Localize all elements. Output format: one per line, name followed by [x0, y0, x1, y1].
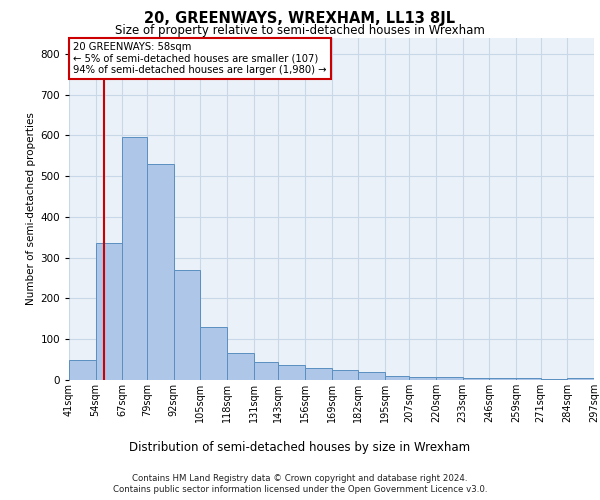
- Bar: [463, 378, 490, 380]
- Bar: [69, 360, 95, 380]
- Text: 20 GREENWAYS: 58sqm
← 5% of semi-detached houses are smaller (107)
94% of semi-d: 20 GREENWAYS: 58sqm ← 5% of semi-detache…: [73, 42, 326, 75]
- Bar: [358, 372, 385, 380]
- Text: Size of property relative to semi-detached houses in Wrexham: Size of property relative to semi-detach…: [115, 24, 485, 37]
- Bar: [331, 370, 358, 380]
- Bar: [173, 270, 200, 380]
- Bar: [409, 376, 436, 380]
- Bar: [200, 327, 227, 380]
- Bar: [305, 368, 331, 380]
- Bar: [147, 164, 173, 380]
- Bar: [122, 138, 147, 380]
- Bar: [568, 378, 594, 380]
- Bar: [436, 376, 463, 380]
- Text: 20, GREENWAYS, WREXHAM, LL13 8JL: 20, GREENWAYS, WREXHAM, LL13 8JL: [145, 11, 455, 26]
- Y-axis label: Number of semi-detached properties: Number of semi-detached properties: [26, 112, 36, 305]
- Text: Distribution of semi-detached houses by size in Wrexham: Distribution of semi-detached houses by …: [130, 441, 470, 454]
- Bar: [254, 362, 278, 380]
- Bar: [516, 378, 541, 380]
- Bar: [490, 378, 516, 380]
- Bar: [541, 379, 568, 380]
- Bar: [278, 364, 305, 380]
- Bar: [385, 376, 409, 380]
- Bar: [95, 244, 122, 380]
- Text: Contains HM Land Registry data © Crown copyright and database right 2024.
Contai: Contains HM Land Registry data © Crown c…: [113, 474, 487, 494]
- Bar: [227, 354, 254, 380]
